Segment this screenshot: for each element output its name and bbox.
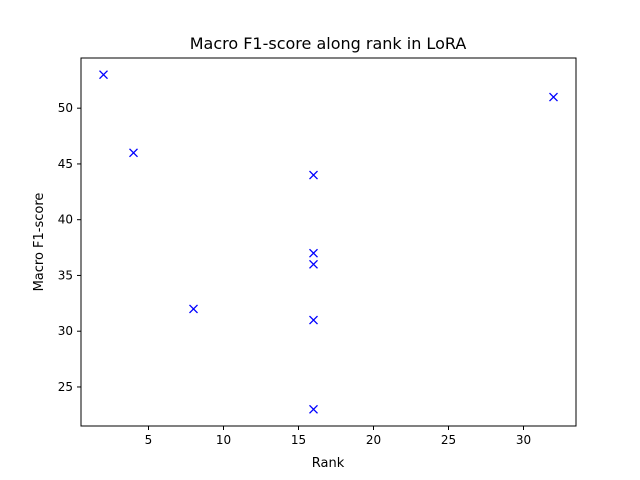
- data-point: [189, 304, 198, 314]
- chart-title: Macro F1-score along rank in LoRA: [190, 34, 467, 53]
- data-point-stroke: [309, 315, 318, 325]
- data-point-stroke: [309, 259, 318, 269]
- data-point-stroke: [549, 92, 558, 102]
- y-tick-label: 50: [58, 101, 73, 115]
- data-point-stroke: [309, 248, 318, 258]
- x-tick-label: 15: [291, 433, 306, 447]
- data-point-stroke: [189, 304, 198, 314]
- y-tick-label: 40: [58, 213, 73, 227]
- data-point-stroke: [129, 148, 138, 158]
- data-point: [549, 92, 558, 102]
- data-point: [309, 315, 318, 325]
- data-point: [99, 70, 108, 80]
- y-tick-label: 30: [58, 324, 73, 338]
- data-point: [309, 170, 318, 180]
- x-tick-label: 30: [516, 433, 531, 447]
- data-point-stroke: [99, 70, 108, 80]
- x-tick-label: 10: [216, 433, 231, 447]
- data-point: [309, 248, 318, 258]
- y-axis-label: Macro F1-score: [32, 193, 47, 292]
- y-tick-label: 35: [58, 268, 73, 282]
- data-point: [309, 259, 318, 269]
- y-tick-label: 25: [58, 380, 73, 394]
- data-point-stroke: [309, 404, 318, 414]
- x-tick-label: 25: [441, 433, 456, 447]
- y-tick-label: 45: [58, 157, 73, 171]
- x-tick-label: 20: [366, 433, 381, 447]
- data-point-stroke: [309, 170, 318, 180]
- data-point: [309, 404, 318, 414]
- data-point: [129, 148, 138, 158]
- x-tick-label: 5: [145, 433, 153, 447]
- plot-frame: [80, 57, 577, 427]
- x-axis-label: Rank: [312, 456, 345, 471]
- plot-area: 5 10 15 20 25 30 25 30 35 40 45 50: [58, 57, 577, 447]
